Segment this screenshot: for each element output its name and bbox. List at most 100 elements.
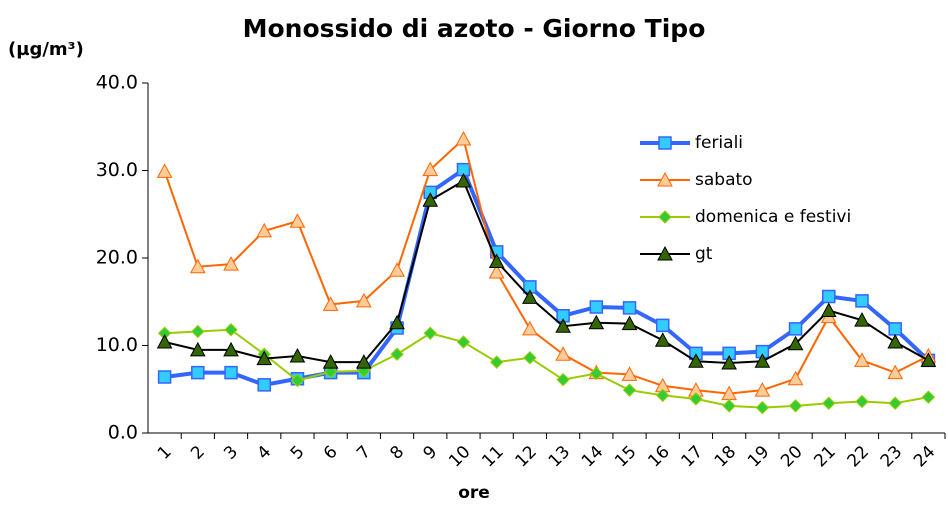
marker <box>422 161 439 177</box>
marker <box>588 314 605 330</box>
marker <box>224 323 238 337</box>
marker <box>820 302 837 317</box>
x-tick-label: 8 <box>386 442 408 464</box>
marker <box>822 289 836 304</box>
x-tick-label: 18 <box>711 442 740 471</box>
x-tick-label: 9 <box>420 442 442 464</box>
x-tick-label: 3 <box>220 442 242 464</box>
marker <box>189 341 206 357</box>
marker <box>921 390 936 404</box>
marker <box>658 210 672 224</box>
marker <box>854 352 870 367</box>
marker <box>156 163 173 178</box>
marker <box>523 351 537 365</box>
y-tick-label: 10.0 <box>96 334 138 356</box>
x-tick-label: 20 <box>777 442 806 471</box>
x-tick-label: 22 <box>844 442 873 471</box>
marker <box>224 365 238 380</box>
marker <box>257 378 271 392</box>
x-tick-label: 23 <box>877 442 906 471</box>
marker <box>622 301 637 315</box>
marker <box>191 324 205 339</box>
y-tick-label: 30.0 <box>96 159 138 181</box>
marker <box>290 373 305 388</box>
marker <box>157 370 172 384</box>
legend-label: feriali <box>695 133 743 153</box>
x-tick-label: 10 <box>445 442 474 471</box>
marker <box>456 335 471 349</box>
x-tick-label: 21 <box>810 442 839 471</box>
marker <box>888 396 902 410</box>
series-line <box>164 179 929 365</box>
x-tick-label: 16 <box>644 442 673 471</box>
marker <box>822 396 836 410</box>
marker <box>489 355 504 369</box>
marker <box>223 256 239 271</box>
x-tick-label: 24 <box>910 442 939 471</box>
marker <box>356 354 372 369</box>
series-line <box>163 137 929 395</box>
marker <box>754 382 771 397</box>
marker <box>854 312 870 327</box>
marker <box>621 366 638 381</box>
marker <box>722 399 736 413</box>
series <box>156 130 937 401</box>
marker <box>655 318 670 333</box>
y-tick-label: 40.0 <box>96 72 138 94</box>
legend-label: domenica e festivi <box>695 207 851 227</box>
marker <box>920 352 937 367</box>
x-tick-label: 14 <box>578 442 607 471</box>
marker <box>356 292 372 308</box>
marker <box>191 365 205 380</box>
x-tick-label: 15 <box>611 442 640 471</box>
x-tick-label: 13 <box>545 442 574 471</box>
x-tick-label: 11 <box>478 442 507 471</box>
marker <box>322 296 339 311</box>
marker <box>156 333 173 349</box>
marker <box>555 318 571 333</box>
marker <box>787 370 804 386</box>
x-tick-label: 4 <box>254 442 276 464</box>
x-tick-label: 7 <box>353 442 375 464</box>
marker <box>289 347 306 363</box>
series <box>156 172 937 370</box>
marker <box>788 322 803 336</box>
marker <box>455 172 472 188</box>
x-tick-label: 19 <box>744 442 773 471</box>
legend-label: gt <box>695 244 713 264</box>
marker <box>787 335 804 351</box>
x-tick-label: 1 <box>154 442 176 464</box>
x-tick-label: 2 <box>187 442 209 464</box>
marker <box>189 258 206 274</box>
marker <box>322 354 339 369</box>
chart-title: Monossido di azoto - Giorno Tipo <box>243 14 706 43</box>
series-line <box>164 166 930 387</box>
marker <box>256 222 273 238</box>
marker <box>855 294 869 308</box>
marker <box>390 347 404 361</box>
x-tick-label: 12 <box>512 442 541 471</box>
marker <box>621 315 638 331</box>
marker <box>888 322 902 336</box>
x-axis-label: ore <box>458 483 490 503</box>
marker <box>887 364 904 380</box>
marker <box>323 365 338 379</box>
marker <box>656 388 670 403</box>
marker <box>689 392 703 406</box>
y-axis-label: (µg/m³) <box>8 39 84 60</box>
marker <box>887 333 904 349</box>
marker <box>788 399 803 413</box>
marker <box>555 346 571 361</box>
marker <box>755 400 770 415</box>
marker <box>654 332 671 347</box>
marker <box>657 245 673 261</box>
marker <box>657 171 673 187</box>
marker <box>622 383 637 397</box>
marker <box>721 354 737 370</box>
marker <box>389 314 405 330</box>
marker <box>658 136 672 150</box>
marker <box>754 353 771 368</box>
marker <box>389 262 405 277</box>
x-tick-label: 6 <box>320 442 342 464</box>
marker <box>556 372 570 387</box>
